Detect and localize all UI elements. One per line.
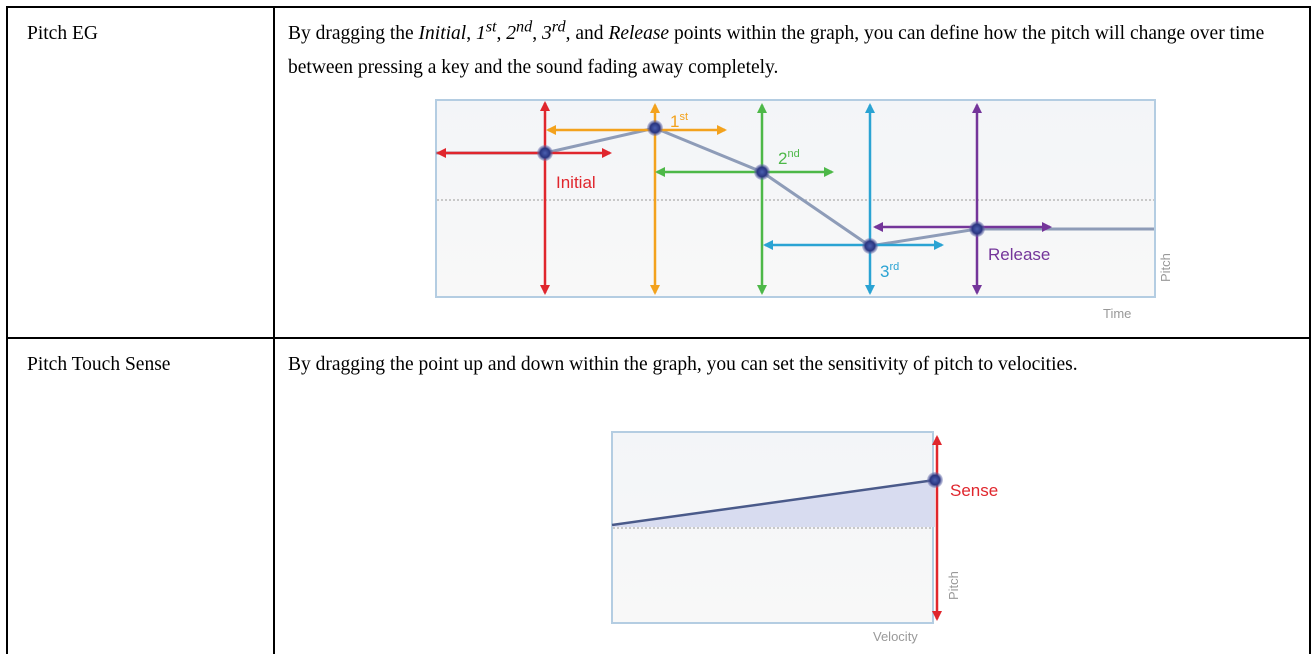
text: rd (889, 261, 899, 273)
table-border (6, 6, 8, 654)
text: 3rd (542, 18, 566, 44)
axis-label: Velocity (873, 629, 918, 644)
control-point[interactable] (647, 120, 663, 136)
axis-label: Time (1103, 306, 1131, 321)
table-border (1309, 6, 1311, 654)
text: points within the graph, you can define … (288, 23, 1265, 78)
point-label: Initial (556, 173, 596, 192)
text: , (466, 23, 476, 44)
text: , (532, 23, 543, 44)
text: , (496, 23, 507, 44)
text: 3 (542, 23, 552, 44)
table-border (273, 6, 275, 654)
text: nd (516, 17, 533, 36)
point-label: 2nd (778, 148, 800, 168)
control-point[interactable] (862, 238, 878, 254)
text: , and (565, 23, 609, 44)
table-border (6, 337, 1310, 339)
row-description: By dragging the Initial, 1st, 2nd, 3rd, … (288, 17, 1300, 85)
text: Initial (418, 23, 467, 44)
graph-frame (611, 431, 934, 624)
text: 2 (778, 149, 787, 168)
text: By dragging the (288, 23, 419, 44)
point-label: 1st (670, 111, 688, 131)
text: 2 (506, 23, 517, 44)
point-label: Release (988, 245, 1050, 264)
control-point[interactable] (754, 164, 770, 180)
row-label: Pitch Touch Sense (27, 354, 171, 375)
sense-line (611, 478, 936, 527)
text: 3 (880, 262, 889, 281)
point-label: Sense (950, 481, 998, 500)
point-label: 3rd (880, 261, 899, 281)
text: 2nd (506, 18, 532, 44)
axis-label: Pitch (1158, 253, 1173, 282)
pitch-eg-graph: Initial 1st 2nd 3rd Release Pitch Time (435, 99, 1173, 321)
text: st (679, 111, 688, 123)
text: 1 (670, 112, 679, 131)
row-description: By dragging the point up and down within… (288, 354, 1078, 375)
text: st (485, 17, 497, 36)
control-point[interactable] (969, 221, 985, 237)
row-label: Pitch EG (27, 23, 98, 44)
control-point[interactable] (927, 472, 943, 488)
text: nd (787, 148, 799, 160)
text: 1 (475, 23, 486, 44)
table-border (6, 6, 1310, 8)
text: 1st (475, 18, 497, 44)
control-point[interactable] (537, 145, 553, 161)
touch-sense-graph: Sense Pitch Velocity (611, 431, 998, 644)
text: Release (608, 23, 670, 44)
axis-label: Pitch (946, 571, 961, 600)
text: rd (551, 17, 566, 36)
